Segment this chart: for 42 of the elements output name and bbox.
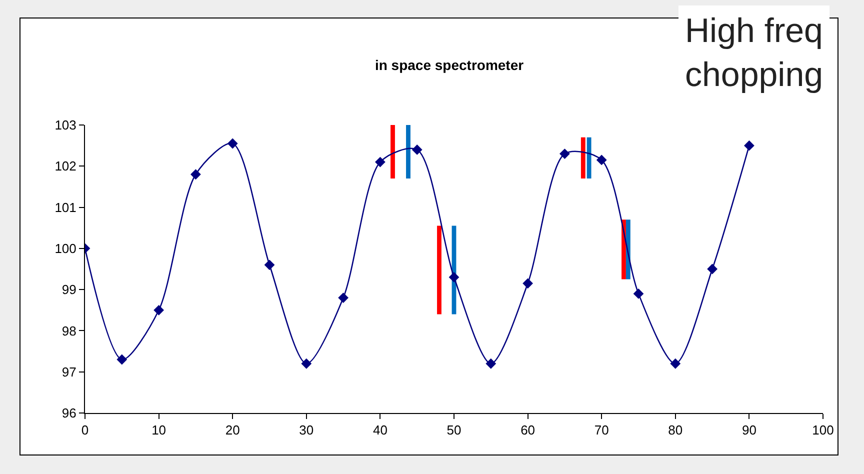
bar (586, 137, 592, 178)
bar (580, 137, 586, 178)
x-tick-label: 40 (372, 422, 388, 438)
point (116, 354, 128, 365)
y-tick-label: 98 (62, 323, 76, 338)
point (486, 358, 496, 369)
x-tick-label: 50 (446, 422, 462, 438)
chart-title: in space spectrometer (374, 56, 524, 73)
bar (437, 226, 442, 314)
x-tick-label: 60 (520, 422, 536, 438)
point (522, 278, 533, 289)
text: High freq chopping (685, 12, 824, 94)
y-tick-label: 101 (54, 200, 76, 215)
x-tick-label: 80 (668, 422, 683, 438)
x-tick-label: 90 (742, 422, 756, 438)
point (448, 272, 460, 282)
point (301, 358, 312, 369)
y-tick-label: 96 (62, 406, 76, 421)
point (227, 138, 238, 149)
x-tick-label: 30 (299, 422, 314, 438)
point (633, 288, 644, 299)
x-tick-label: 100 (812, 422, 834, 438)
x-tick-label: 10 (152, 422, 166, 438)
point (670, 358, 681, 369)
y-tick-label: 102 (54, 158, 76, 174)
point (596, 154, 607, 166)
y-tick-label: 99 (62, 282, 76, 298)
point (338, 292, 348, 303)
y-tick-label: 103 (54, 118, 76, 133)
point (154, 304, 164, 316)
point (190, 169, 201, 180)
y-tick-label: 100 (54, 240, 76, 256)
x-tick-label: 20 (225, 422, 240, 438)
point (744, 140, 754, 151)
x-tick-label: 70 (594, 422, 609, 438)
point (375, 156, 386, 168)
x-tick-label: 0 (81, 422, 89, 438)
point (560, 148, 570, 159)
point (412, 144, 422, 155)
point (264, 260, 275, 270)
y-tick-label: 97 (62, 364, 76, 380)
point (707, 264, 718, 274)
